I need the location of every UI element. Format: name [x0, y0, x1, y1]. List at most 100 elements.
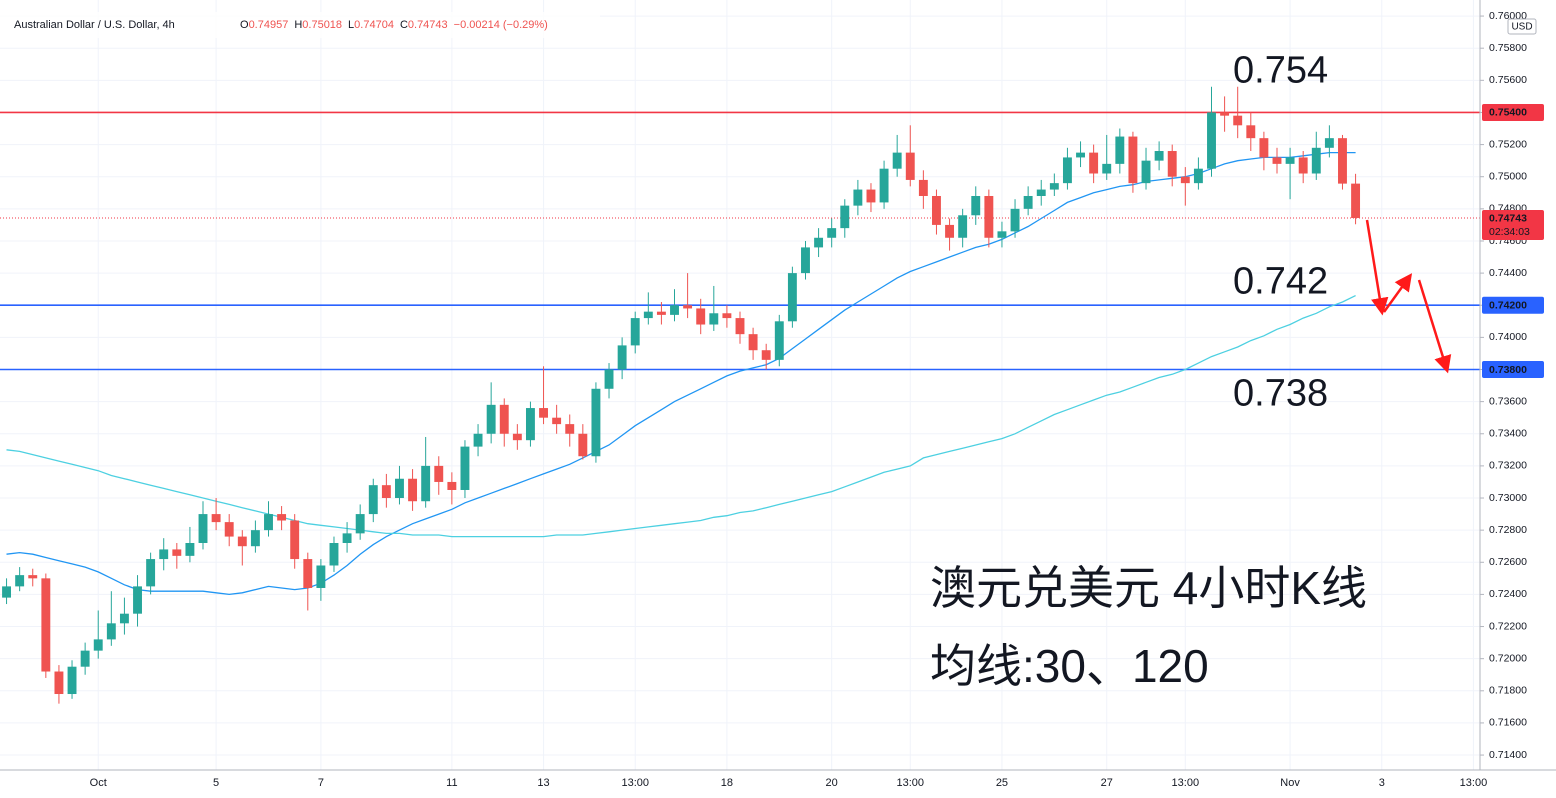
candle-body [486, 404, 496, 434]
candle-body [866, 189, 876, 203]
y-tick-label: 0.72400 [1489, 588, 1527, 600]
y-tick-label: 0.71400 [1489, 749, 1527, 761]
candle-body [539, 408, 548, 418]
candle-body [892, 152, 902, 169]
annotations: 澳元兑美元 4小时K线 均线:30、120 0.754 0.742 0.738 [930, 49, 1452, 692]
level-label-box [1482, 296, 1544, 314]
x-tick-label: 13 [537, 777, 549, 789]
quote-value: 0.74704 [354, 19, 394, 31]
y-tick-label: 0.73600 [1489, 395, 1527, 407]
level-label: 0.73800 [1489, 364, 1527, 376]
y-tick-label: 0.72800 [1489, 524, 1527, 536]
y-tick-label: 0.74400 [1489, 267, 1527, 279]
y-tick-label: 0.71800 [1489, 685, 1527, 697]
currency-box[interactable] [1507, 18, 1537, 35]
y-tick-label: 0.75800 [1489, 42, 1527, 54]
x-tick-label: 13:00 [896, 777, 924, 789]
y-tick-label: 0.71600 [1489, 717, 1527, 729]
candle-body [224, 522, 234, 537]
quote-value: 0.74957 [249, 19, 289, 31]
candle-body [1167, 151, 1177, 177]
level-label-box [1482, 103, 1544, 121]
candle-body [15, 575, 25, 587]
candle-body [1076, 152, 1085, 158]
level-label: 0.75400 [1489, 107, 1527, 119]
candle-body [1233, 115, 1243, 126]
x-tick-label: Oct [90, 777, 107, 789]
candle-body [342, 533, 352, 544]
x-tick-label: 5 [213, 777, 219, 789]
moving-averages [6, 151, 1356, 596]
candle-body [1207, 112, 1216, 169]
candle-body [119, 613, 129, 624]
candle-body [106, 623, 116, 640]
candle-body [499, 404, 509, 434]
candle-body [1128, 136, 1138, 184]
candle-body [133, 586, 142, 614]
candle-body [1049, 183, 1059, 190]
y-tick-label: 0.72000 [1489, 652, 1527, 664]
x-tick-label: 13:00 [1460, 777, 1488, 789]
candle-body [159, 549, 169, 560]
currency: USD [1511, 22, 1532, 33]
level-label-box [1482, 360, 1544, 378]
quote-value: 0.75018 [302, 19, 342, 31]
y-tick-label: 0.73400 [1489, 428, 1527, 440]
candle-body [381, 485, 391, 499]
y-tick-label: 0.73000 [1489, 492, 1527, 504]
candle-body [264, 514, 273, 531]
candle-body [1010, 208, 1020, 232]
candle-body [984, 195, 994, 238]
x-tick-label: 25 [996, 777, 1008, 789]
moving-average [6, 151, 1356, 596]
candle-body [709, 313, 719, 325]
candle-body [971, 195, 981, 216]
quote-key: L [348, 19, 354, 31]
level-label-box [1482, 210, 1544, 241]
candle-body [722, 313, 732, 319]
candle-body [1298, 157, 1308, 174]
candle-body [853, 189, 863, 206]
quote-key: H [294, 19, 302, 31]
candle-body [237, 536, 247, 547]
level-label: 0.74743 [1489, 212, 1527, 224]
candle-body [696, 308, 706, 325]
x-tick-label: 20 [826, 777, 838, 789]
arrow [1382, 273, 1413, 313]
candle-body [434, 465, 444, 482]
candle-body [408, 478, 418, 502]
x-tick-label: 11 [446, 777, 457, 789]
candle-body [211, 514, 221, 523]
candle-body [1220, 112, 1230, 116]
level-annotation: 0.742 [1233, 260, 1328, 302]
candle-body [932, 195, 941, 225]
candle-body [2, 586, 12, 598]
candle-body [617, 345, 627, 370]
candle-body [630, 318, 640, 346]
candle-body [316, 565, 326, 588]
candle-body [1193, 168, 1203, 184]
candle-body [473, 433, 483, 447]
candle-body [54, 671, 64, 695]
candle-body [552, 417, 562, 425]
quote-value: 0.74743 [408, 19, 448, 31]
candle-body [840, 205, 850, 229]
level-annotation: 0.738 [1233, 373, 1328, 415]
candle-body [1338, 138, 1347, 184]
countdown: 02:34:03 [1489, 226, 1530, 238]
time-axis [0, 770, 1556, 798]
candle-body [591, 388, 601, 457]
moving-average [6, 295, 1356, 538]
candle-body [735, 318, 745, 335]
y-tick-label: 0.75600 [1489, 74, 1527, 86]
candle-body [1272, 157, 1282, 164]
candle-body [801, 247, 810, 274]
candle-body [329, 543, 339, 566]
x-tick-label: 3 [1379, 777, 1385, 789]
candle-body [1259, 138, 1269, 158]
candle-body [958, 215, 968, 238]
price-axis [1480, 0, 1556, 798]
candle-body [1102, 163, 1112, 174]
y-tick-label: 0.75200 [1489, 138, 1527, 150]
